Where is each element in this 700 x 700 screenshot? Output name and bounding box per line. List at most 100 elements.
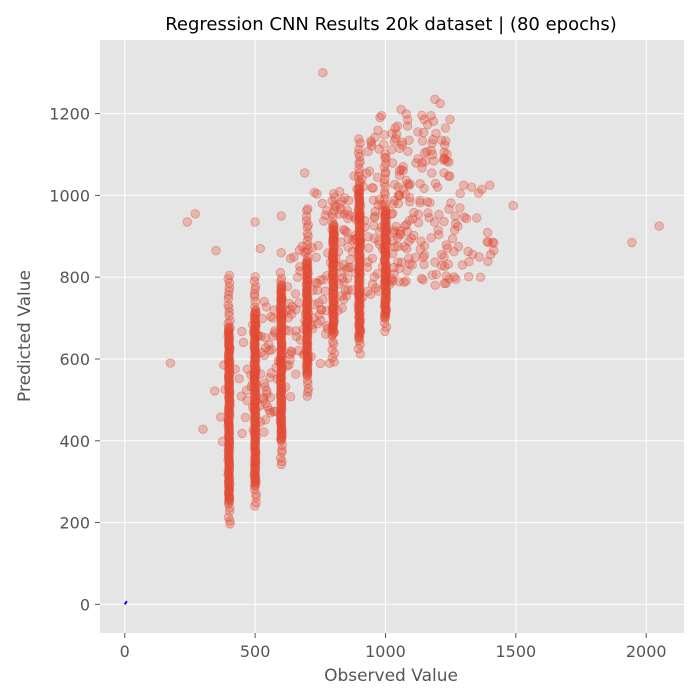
data-point (275, 312, 286, 322)
data-point (294, 245, 305, 255)
data-point (223, 420, 233, 431)
data-point (402, 219, 412, 230)
data-point (355, 226, 366, 236)
data-point (404, 180, 414, 191)
data-point (251, 379, 261, 389)
data-point (327, 271, 338, 281)
data-point (224, 343, 235, 354)
data-point (444, 157, 454, 167)
data-point (430, 257, 440, 267)
data-point (223, 328, 234, 339)
data-point (381, 282, 391, 292)
data-point (281, 305, 292, 315)
data-point (329, 200, 340, 211)
x-tick-label: 0 (120, 642, 130, 661)
data-point (380, 271, 390, 282)
data-point (328, 303, 338, 314)
data-point (322, 321, 332, 331)
data-point (627, 237, 637, 248)
data-point (418, 252, 428, 262)
data-point (485, 180, 495, 190)
data-point (336, 267, 347, 277)
data-point (303, 354, 313, 365)
data-point (341, 291, 352, 301)
data-point (276, 280, 287, 290)
data-point (249, 379, 260, 390)
data-point (223, 416, 234, 427)
data-point (380, 244, 390, 254)
data-point (380, 181, 390, 192)
data-point (249, 371, 260, 381)
data-point (302, 369, 313, 379)
data-point (453, 221, 463, 231)
data-point (250, 451, 261, 462)
data-point (381, 235, 392, 245)
data-point (354, 204, 364, 215)
data-point (354, 335, 365, 346)
data-point (224, 433, 234, 444)
data-point (276, 350, 287, 361)
data-point (345, 254, 356, 265)
y-tick-label: 800 (59, 268, 90, 287)
data-point (355, 237, 365, 247)
data-point (378, 206, 388, 217)
data-point (344, 195, 354, 206)
data-point (379, 247, 390, 257)
data-point (276, 288, 286, 299)
data-point (380, 233, 390, 243)
data-point (329, 316, 340, 327)
data-point (223, 487, 234, 498)
data-point (250, 312, 261, 323)
data-point (287, 347, 297, 357)
data-point (303, 350, 313, 361)
data-point (237, 428, 247, 439)
data-point (415, 244, 426, 254)
data-point (250, 324, 261, 334)
data-point (328, 228, 339, 238)
data-point (355, 283, 365, 293)
data-point (328, 275, 339, 286)
data-point (302, 277, 313, 287)
data-point (363, 146, 373, 157)
data-point (250, 464, 260, 474)
data-point (269, 406, 279, 417)
data-point (225, 323, 235, 333)
data-point (250, 433, 261, 444)
data-point (302, 292, 313, 302)
data-point (276, 401, 287, 412)
data-point (224, 340, 234, 350)
data-point (380, 277, 390, 287)
data-point (283, 313, 294, 323)
data-point (250, 369, 261, 380)
data-point (302, 297, 312, 307)
data-point (215, 412, 226, 422)
data-point (381, 232, 392, 243)
chart-title: Regression CNN Results 20k dataset | (80… (165, 14, 617, 35)
data-point (380, 239, 390, 250)
data-point (354, 216, 365, 226)
data-point (251, 320, 261, 331)
data-point (337, 291, 347, 301)
data-point (440, 261, 450, 272)
data-point (329, 225, 339, 235)
data-point (302, 321, 312, 332)
data-point (334, 279, 344, 289)
data-point (312, 189, 322, 199)
data-point (302, 357, 312, 368)
data-point (449, 225, 460, 235)
data-point (400, 221, 410, 231)
data-point (276, 391, 287, 402)
data-point (329, 236, 339, 246)
data-point (302, 297, 313, 307)
data-point (276, 288, 286, 299)
data-point (328, 285, 339, 296)
data-point (251, 489, 261, 499)
data-point (327, 352, 338, 363)
data-point (426, 233, 436, 243)
data-point (394, 190, 405, 200)
data-point (277, 445, 287, 455)
data-point (355, 248, 365, 259)
data-point (328, 251, 338, 261)
data-point (224, 474, 235, 484)
data-point (355, 250, 365, 260)
